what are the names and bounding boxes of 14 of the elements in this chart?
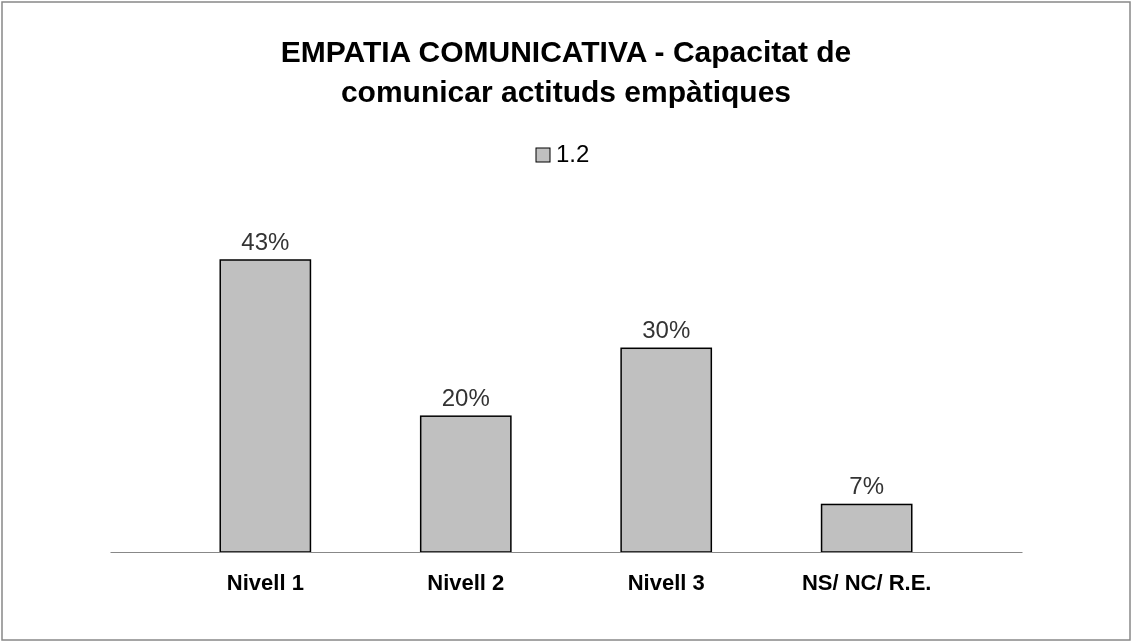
chart-title: EMPATIA COMUNICATIVA - Capacitat de comunicar actituds empàtiques: [280, 35, 852, 108]
bar: [419, 415, 512, 553]
data-label: 30%: [642, 316, 691, 344]
data-label: 43%: [241, 228, 290, 255]
bar: [820, 503, 913, 553]
data-label: 7%: [849, 472, 884, 500]
x-tick-label: Nivell 1: [226, 570, 304, 596]
legend-label: 1.2: [556, 140, 590, 167]
x-tick-label: Nivell 2: [427, 570, 505, 596]
x-tick-label: NS/ NC/ R.E.: [801, 570, 932, 596]
x-tick-label: Nivell 3: [627, 570, 705, 596]
bar: [620, 347, 713, 553]
data-label: 20%: [441, 384, 490, 412]
bar: [219, 259, 312, 553]
